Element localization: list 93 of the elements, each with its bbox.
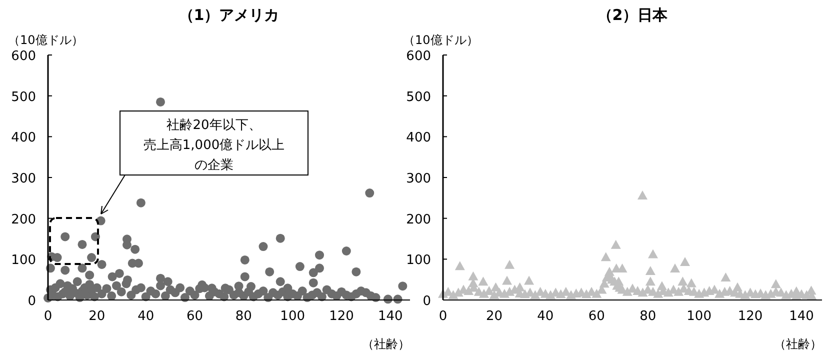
point — [130, 244, 140, 254]
point — [645, 266, 656, 276]
point — [342, 246, 351, 256]
x-tick-label: 60 — [588, 309, 605, 324]
x-tick-label: 80 — [235, 309, 252, 324]
y-tick-label: 200 — [11, 212, 36, 228]
x-tick-label: 140 — [378, 309, 403, 324]
point — [670, 264, 680, 273]
point — [770, 279, 781, 288]
point — [220, 284, 230, 293]
point — [78, 240, 87, 249]
point — [352, 267, 361, 276]
point — [504, 260, 515, 269]
x-tick-label: 100 — [280, 309, 306, 324]
y-axis-title: （10億ドル） — [8, 33, 84, 47]
point — [478, 276, 488, 286]
y-tick-label: 100 — [11, 253, 36, 268]
point — [87, 253, 96, 262]
point — [60, 232, 70, 242]
point — [648, 249, 658, 258]
point — [276, 277, 285, 286]
y-tick-label: 400 — [406, 130, 431, 146]
y-tick-label: 0 — [422, 294, 431, 309]
x-axis-title: （社齢） — [362, 337, 410, 351]
point — [524, 276, 534, 285]
point — [686, 278, 696, 288]
point — [276, 234, 285, 243]
y-tick-label: 500 — [406, 90, 431, 105]
point — [308, 268, 318, 278]
point — [85, 270, 94, 280]
x-tick-label: 0 — [438, 309, 448, 324]
point — [645, 276, 656, 286]
point — [136, 198, 146, 208]
x-axis-title: （社齢） — [774, 337, 822, 351]
point — [502, 276, 512, 285]
point — [732, 282, 742, 292]
point — [258, 242, 268, 252]
point — [678, 276, 688, 286]
point — [600, 252, 611, 262]
point — [78, 264, 87, 273]
point — [656, 281, 667, 290]
y-tick-label: 0 — [28, 294, 36, 309]
point — [114, 268, 124, 278]
point — [295, 262, 304, 272]
x-tick-label: 40 — [537, 309, 554, 324]
point — [806, 286, 816, 295]
point — [156, 274, 166, 283]
point — [122, 275, 132, 284]
x-tick-label: 20 — [486, 309, 502, 324]
x-tick-label: 120 — [738, 309, 763, 324]
point — [156, 97, 166, 106]
point — [614, 276, 624, 286]
point — [454, 261, 465, 270]
chart-title: （1）アメリカ — [178, 6, 280, 24]
x-tick-label: 20 — [88, 309, 106, 324]
point — [398, 282, 408, 291]
point — [163, 277, 172, 286]
y-tick-label: 300 — [11, 172, 36, 186]
y-axis-title: （10億ドル） — [403, 33, 478, 47]
x-tick-label: 120 — [329, 309, 354, 324]
point — [283, 284, 292, 293]
point — [720, 272, 731, 282]
y-tick-label: 100 — [406, 253, 431, 268]
chart-title: （2）日本 — [597, 6, 669, 24]
point — [315, 264, 324, 273]
point — [680, 257, 690, 266]
y-tick-label: 200 — [406, 212, 431, 228]
point — [468, 271, 478, 280]
y-tick-label: 600 — [11, 49, 36, 64]
point — [610, 240, 621, 249]
point — [240, 272, 250, 282]
point — [308, 278, 318, 288]
point — [315, 250, 324, 260]
x-tick-label: 80 — [640, 309, 656, 324]
y-tick-label: 400 — [11, 130, 36, 146]
point — [365, 188, 374, 198]
y-tick-label: 600 — [406, 49, 431, 64]
y-tick-label: 500 — [11, 90, 36, 105]
point — [604, 266, 614, 276]
point — [108, 272, 117, 282]
x-tick-label: 0 — [44, 309, 52, 324]
point — [246, 282, 256, 292]
y-tick-label: 300 — [406, 172, 431, 186]
x-tick-label: 60 — [186, 309, 204, 324]
point — [97, 260, 106, 269]
x-tick-label: 100 — [686, 309, 712, 324]
x-tick-label: 40 — [138, 309, 154, 324]
point — [60, 266, 70, 275]
point — [265, 267, 274, 276]
point — [637, 190, 648, 200]
point — [240, 255, 250, 264]
annotation: 社齢20年以下、売上高1,000億ドル以上の企業 — [143, 118, 285, 173]
x-tick-label: 140 — [789, 309, 814, 324]
